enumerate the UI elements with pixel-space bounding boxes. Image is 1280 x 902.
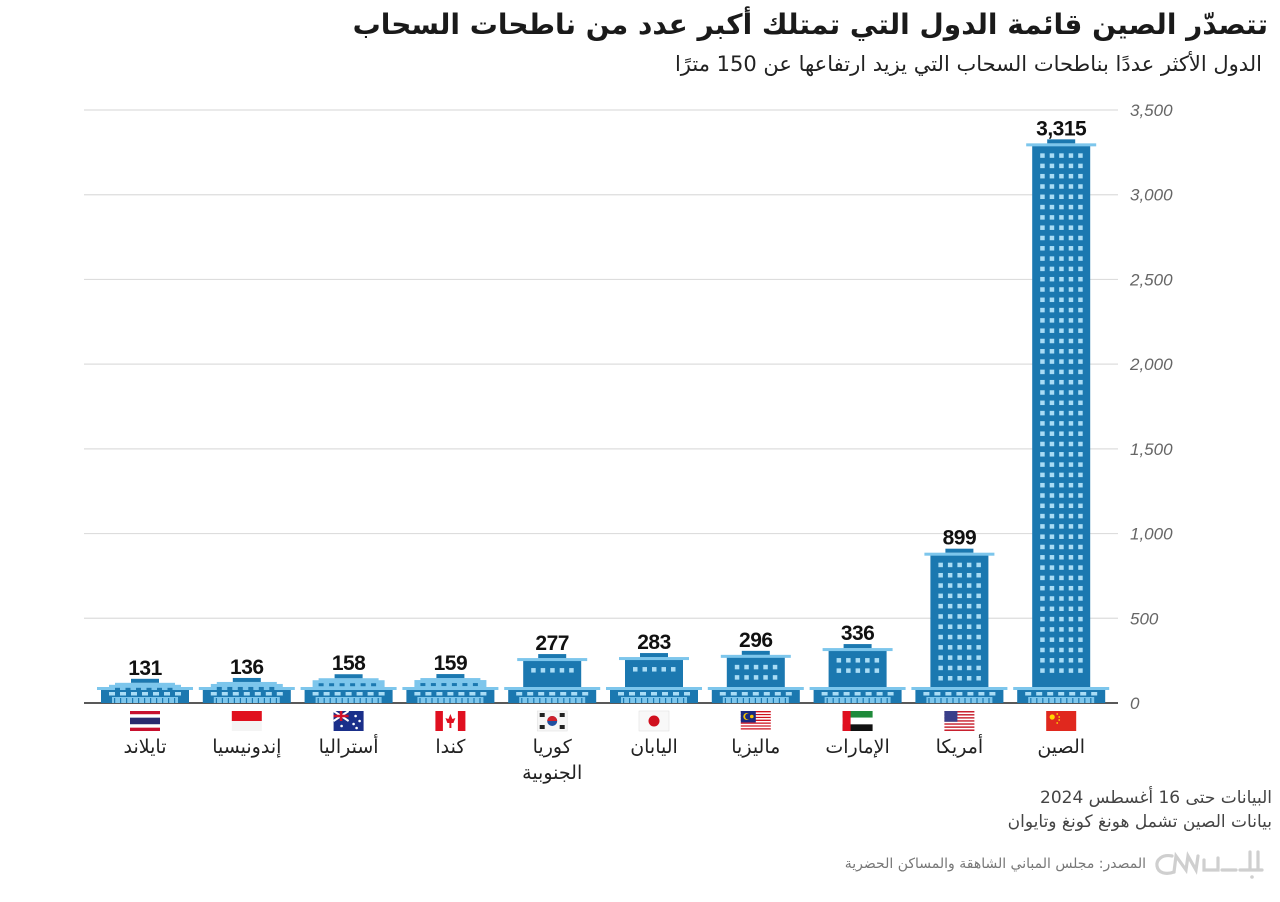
category-label: ماليزيا — [731, 736, 780, 758]
value-label: 3,315 — [1036, 117, 1087, 140]
y-tick-label: 0 — [1130, 694, 1140, 713]
y-tick-label: 500 — [1130, 609, 1159, 628]
japan-flag-icon — [638, 710, 670, 732]
bar — [911, 548, 1008, 703]
category-label: كوريا — [533, 736, 573, 758]
value-label: 296 — [739, 629, 773, 652]
value-label: 131 — [128, 657, 162, 680]
category-label: تايلاند — [124, 736, 167, 758]
y-tick-label: 2,500 — [1129, 270, 1173, 289]
thailand-flag-icon — [130, 711, 160, 731]
bar — [707, 650, 804, 703]
footnote-date: البيانات حتى 16 أغسطس 2024 — [1040, 788, 1272, 808]
category-label: اليابان — [630, 736, 678, 758]
category-label: أستراليا — [319, 734, 379, 758]
value-label: 159 — [434, 652, 468, 675]
category-label: الجنوبية — [522, 762, 582, 784]
y-tick-label: 2,000 — [1129, 355, 1173, 374]
bar — [809, 644, 906, 703]
bar — [1013, 139, 1110, 703]
value-label: 158 — [332, 652, 366, 675]
south-korea-flag-icon — [536, 710, 568, 732]
category-label: الصين — [1037, 736, 1085, 758]
bar-chart: 0 500 1,000 1,500 2,000 2,500 3,000 3,500 131 تاي… — [84, 101, 1174, 784]
bar — [402, 674, 499, 703]
usa-flag-icon — [944, 711, 975, 731]
value-label: 336 — [841, 622, 875, 645]
y-tick-label: 3,000 — [1130, 186, 1173, 205]
value-label: 277 — [535, 632, 569, 655]
footnote-china: بيانات الصين تشمل هونغ كونغ وتايوان — [1007, 812, 1272, 832]
category-label: الإمارات — [825, 736, 889, 758]
category-label: أمريكا — [936, 734, 984, 758]
bar — [300, 674, 397, 703]
y-tick-label: 1,000 — [1130, 525, 1173, 544]
bar — [97, 678, 193, 703]
uae-flag-icon — [842, 711, 873, 731]
category-label: كندا — [435, 736, 466, 758]
canada-flag-icon — [435, 711, 466, 731]
china-flag-icon — [1046, 711, 1077, 731]
australia-flag-icon — [333, 710, 364, 731]
source-text: المصدر: مجلس المباني الشاهقة والمساكن ال… — [844, 856, 1146, 872]
malaysia-flag-icon — [740, 711, 771, 731]
chart-title: تتصدّر الصين قائمة الدول التي تمتلك أكبر… — [352, 8, 1269, 41]
labels: 0 500 1,000 1,500 2,000 2,500 3,000 3,500 131 تاي… — [124, 101, 1174, 784]
y-tick-label: 3,500 — [1130, 101, 1173, 120]
chart-subtitle: الدول الأكثر عددًا بناطحات السحاب التي ي… — [674, 52, 1262, 76]
bars — [97, 139, 1110, 703]
value-label: 283 — [637, 631, 671, 654]
value-label: 136 — [230, 656, 264, 679]
indonesia-flag-icon — [231, 711, 262, 731]
value-label: 899 — [943, 527, 977, 550]
y-tick-label: 1,500 — [1130, 440, 1173, 459]
category-label: إندونيسيا — [212, 736, 281, 759]
bar — [504, 654, 601, 703]
bar — [198, 677, 295, 703]
cnn-arabic-logo — [1155, 850, 1264, 879]
bar — [606, 653, 702, 703]
